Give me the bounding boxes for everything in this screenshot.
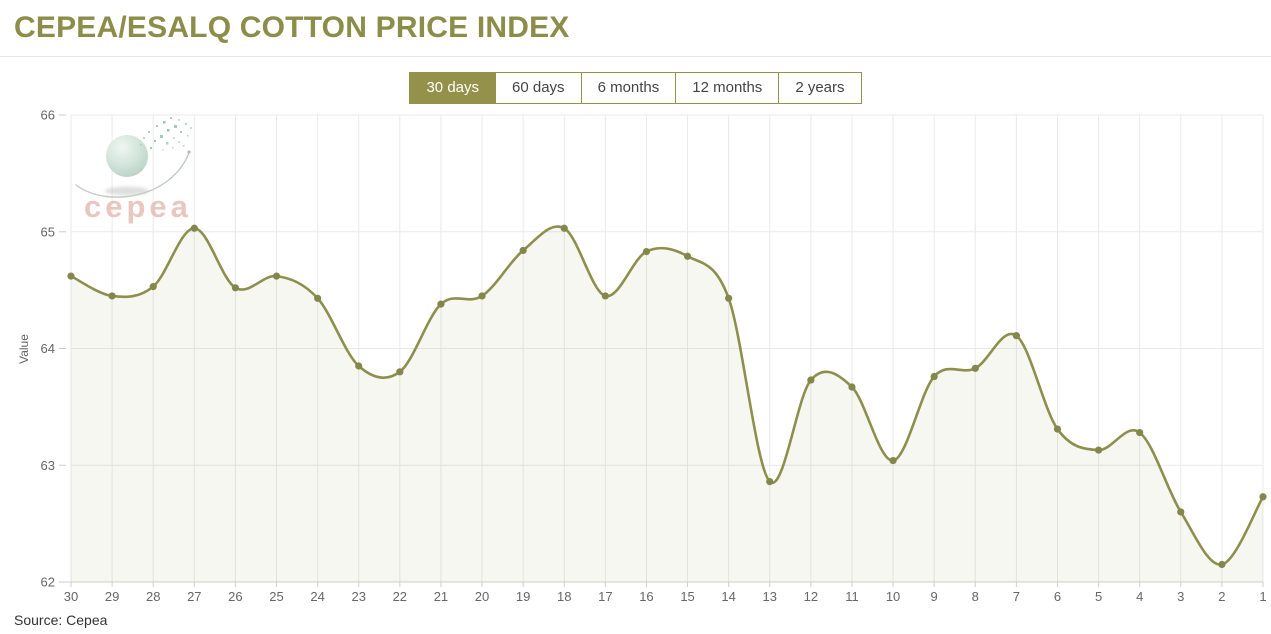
x-tick-label: 18 bbox=[557, 589, 571, 604]
range-button-2-years[interactable]: 2 years bbox=[778, 72, 862, 104]
x-tick-label: 2 bbox=[1218, 589, 1225, 604]
marker-day-20[interactable] bbox=[478, 292, 486, 300]
range-button-60-days[interactable]: 60 days bbox=[495, 72, 582, 104]
x-tick-label: 4 bbox=[1136, 589, 1143, 604]
marker-day-22[interactable] bbox=[396, 368, 404, 376]
range-button-12-months[interactable]: 12 months bbox=[675, 72, 780, 104]
chart-area: 66 65 64 63 62 30 29 28 27 26 25 24 23 22 21 20 19 18 17 16… bbox=[0, 104, 1271, 609]
marker-day-1[interactable] bbox=[1259, 493, 1267, 501]
marker-day-14[interactable] bbox=[725, 294, 733, 302]
marker-day-29[interactable] bbox=[108, 292, 116, 300]
x-tick-label: 23 bbox=[351, 589, 365, 604]
marker-day-9[interactable] bbox=[930, 372, 938, 381]
page-title: CEPEA/ESALQ COTTON PRICE INDEX bbox=[14, 11, 570, 44]
x-tick-label: 9 bbox=[931, 589, 938, 604]
y-tick-label: 66 bbox=[41, 108, 55, 123]
marker-day-18[interactable] bbox=[560, 224, 568, 232]
marker-day-24[interactable] bbox=[314, 294, 322, 302]
x-tick-label: 10 bbox=[886, 589, 900, 604]
series-area-fill bbox=[71, 226, 1263, 582]
y-tick-label: 64 bbox=[41, 341, 55, 356]
x-tick-label: 26 bbox=[228, 589, 242, 604]
x-tick-label: 28 bbox=[146, 589, 160, 604]
x-tick-label: 6 bbox=[1054, 589, 1061, 604]
marker-day-15[interactable] bbox=[683, 252, 692, 260]
x-tick-label: 19 bbox=[516, 589, 530, 604]
marker-day-10[interactable] bbox=[889, 456, 897, 465]
range-button-6-months[interactable]: 6 months bbox=[580, 72, 677, 104]
x-tick-label: 24 bbox=[310, 589, 324, 604]
range-toolbar: 30 days 60 days 6 months 12 months 2 yea… bbox=[0, 72, 1271, 104]
marker-day-26[interactable] bbox=[231, 284, 240, 292]
horizontal-gridlines bbox=[71, 114, 1263, 466]
x-tick-label: 22 bbox=[393, 589, 407, 604]
x-tick-label: 16 bbox=[639, 589, 653, 604]
y-tick-label: 62 bbox=[41, 575, 55, 590]
x-tick-label: 21 bbox=[434, 589, 448, 604]
marker-day-25[interactable] bbox=[272, 272, 281, 280]
marker-day-5[interactable] bbox=[1094, 446, 1103, 454]
header: CEPEA/ESALQ COTTON PRICE INDEX bbox=[0, 0, 1271, 57]
marker-day-12[interactable] bbox=[807, 376, 815, 384]
x-tick-label: 12 bbox=[804, 589, 818, 604]
marker-day-11[interactable] bbox=[848, 383, 856, 391]
y-axis-labels: 66 65 64 63 62 bbox=[41, 108, 66, 590]
range-button-30-days[interactable]: 30 days bbox=[409, 72, 497, 104]
x-tick-label: 27 bbox=[187, 589, 201, 604]
x-tick-label: 25 bbox=[269, 589, 283, 604]
x-tick-label: 15 bbox=[680, 589, 694, 604]
x-tick-label: 13 bbox=[763, 589, 777, 604]
marker-day-17[interactable] bbox=[601, 292, 609, 300]
source-note: Source: Cepea bbox=[14, 612, 108, 628]
marker-day-28[interactable] bbox=[149, 283, 157, 291]
x-axis-labels: 30 29 28 27 26 25 24 23 22 21 20 19 18 17 16 15 14 13 12 11… bbox=[64, 582, 1267, 604]
x-tick-label: 17 bbox=[598, 589, 612, 604]
marker-day-7[interactable] bbox=[1012, 332, 1020, 340]
data-point-markers bbox=[67, 224, 1267, 569]
marker-day-2[interactable] bbox=[1218, 560, 1226, 569]
marker-day-21[interactable] bbox=[437, 300, 445, 308]
x-tick-label: 7 bbox=[1013, 589, 1020, 604]
y-axis-title: Value bbox=[17, 334, 31, 364]
marker-day-16[interactable] bbox=[642, 247, 651, 256]
x-tick-label: 29 bbox=[105, 589, 119, 604]
marker-day-19[interactable] bbox=[519, 246, 527, 255]
x-tick-label: 3 bbox=[1177, 589, 1184, 604]
x-tick-label: 14 bbox=[721, 589, 735, 604]
x-tick-label: 1 bbox=[1259, 589, 1266, 604]
x-tick-label: 20 bbox=[475, 589, 489, 604]
x-tick-label: 11 bbox=[845, 589, 859, 604]
marker-day-4[interactable] bbox=[1136, 428, 1144, 437]
marker-day-3[interactable] bbox=[1177, 508, 1185, 516]
marker-day-30[interactable] bbox=[67, 272, 75, 280]
x-tick-label: 8 bbox=[972, 589, 979, 604]
x-tick-label: 5 bbox=[1095, 589, 1102, 604]
marker-day-8[interactable] bbox=[971, 364, 979, 372]
marker-day-27[interactable] bbox=[190, 224, 198, 232]
y-tick-label: 63 bbox=[41, 458, 55, 473]
marker-day-23[interactable] bbox=[355, 362, 363, 370]
y-tick-label: 65 bbox=[41, 224, 55, 239]
marker-day-6[interactable] bbox=[1053, 425, 1062, 433]
x-tick-label: 30 bbox=[64, 589, 78, 604]
marker-day-13[interactable] bbox=[766, 477, 774, 486]
